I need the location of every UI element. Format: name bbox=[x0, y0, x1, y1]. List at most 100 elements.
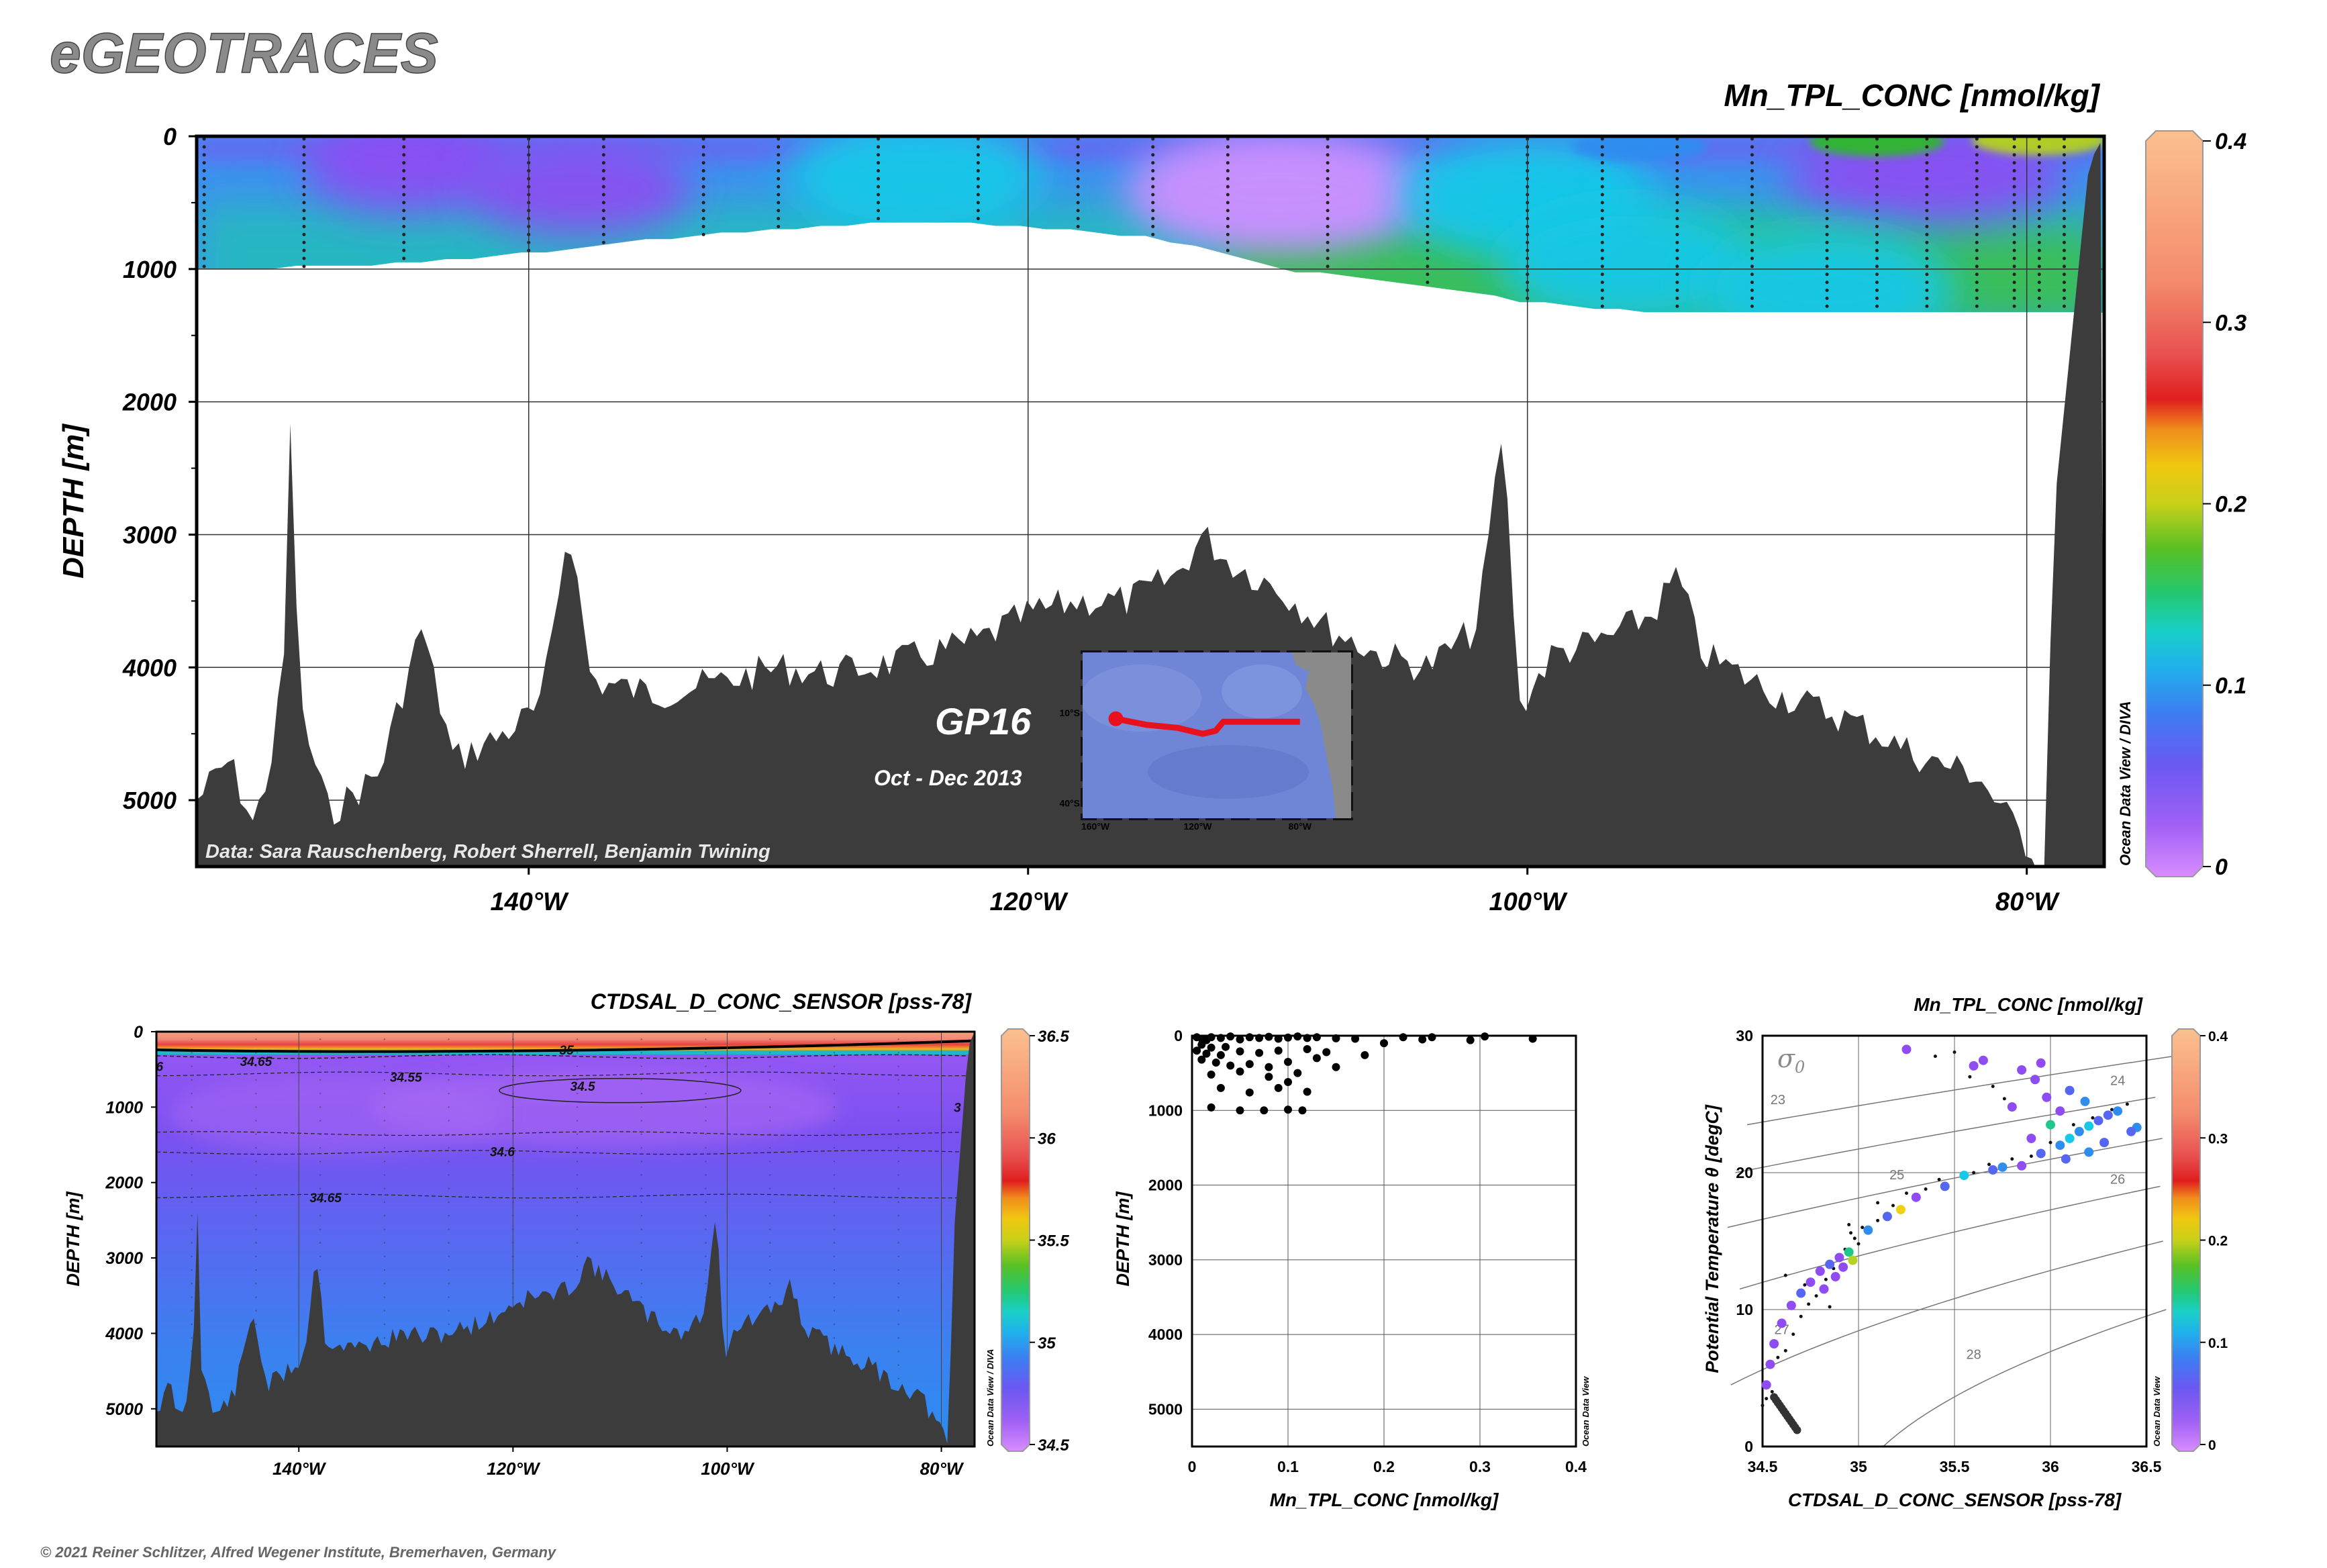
sample-point bbox=[1226, 193, 1230, 197]
salinity-sample bbox=[769, 1187, 771, 1189]
sample-point bbox=[1076, 161, 1080, 165]
salinity-x-tick-label: 80°W bbox=[920, 1459, 964, 1479]
sample-point bbox=[601, 185, 605, 189]
salinity-sample bbox=[640, 1120, 642, 1122]
salinity-sample bbox=[255, 1228, 257, 1230]
sample-point bbox=[2062, 256, 2066, 260]
salinity-section-chart: CTDSAL_D_CONC_SENSOR [pss-78] 34.6534.55… bbox=[63, 989, 1069, 1479]
ts-y-tick-label: 20 bbox=[1736, 1164, 1753, 1181]
ts-colored-point bbox=[2065, 1085, 2075, 1095]
ts-colored-point bbox=[1825, 1259, 1835, 1269]
salinity-sample bbox=[705, 1283, 707, 1285]
salinity-sample bbox=[705, 1133, 707, 1136]
ts-colored-point bbox=[1901, 1044, 1912, 1055]
sample-point bbox=[202, 201, 206, 205]
sample-point bbox=[302, 264, 306, 268]
ts-points bbox=[1761, 1044, 2142, 1434]
ts-x-axis: 34.5 35 35.5 36 36.5 bbox=[1748, 1458, 2162, 1475]
profile-y-tick-label: 3000 bbox=[1148, 1251, 1183, 1269]
salinity-sample bbox=[255, 1161, 257, 1163]
sample-point bbox=[1426, 161, 1430, 165]
sample-point bbox=[701, 185, 705, 189]
sample-point bbox=[1975, 256, 1979, 260]
sample-point bbox=[976, 168, 980, 173]
sample-point bbox=[1750, 193, 1754, 197]
ts-deep-point bbox=[1770, 1393, 1779, 1402]
ts-colored-point bbox=[1805, 1277, 1816, 1287]
contour-label: 35 bbox=[560, 1044, 575, 1058]
sample-point bbox=[1226, 177, 1230, 181]
profile-point bbox=[1265, 1073, 1273, 1081]
sample-point bbox=[1975, 168, 1979, 173]
sample-point bbox=[202, 240, 206, 244]
salinity-sample bbox=[319, 1187, 321, 1189]
sample-point bbox=[202, 264, 206, 268]
profile-point bbox=[1236, 1035, 1244, 1044]
salinity-sample bbox=[705, 1079, 707, 1081]
sample-point bbox=[1975, 248, 1979, 252]
sample-point bbox=[2037, 273, 2041, 277]
profile-scatter-chart: 0 1000 2000 3000 4000 5000 0 0.1 0.2 0.3 0.4 Mn_T… bbox=[1113, 1027, 1591, 1510]
salinity-cbar-tick-label: 35.5 bbox=[1038, 1232, 1069, 1251]
sample-point bbox=[701, 201, 705, 205]
sample-point bbox=[2062, 185, 2066, 189]
sample-point bbox=[1426, 281, 1430, 285]
isopycnal-label: 28 bbox=[1966, 1347, 1981, 1362]
ts-small-point bbox=[2091, 1116, 2095, 1120]
salinity-sample bbox=[705, 1052, 707, 1054]
salinity-sample bbox=[191, 1038, 193, 1040]
salinity-sample bbox=[319, 1092, 321, 1095]
profile-point bbox=[1216, 1050, 1225, 1059]
salinity-sample bbox=[705, 1174, 707, 1176]
sample-point bbox=[1675, 281, 1679, 285]
main-colorbar-ticks: 0 0.1 0.2 0.3 0.4 bbox=[2203, 129, 2246, 880]
sample-point bbox=[1326, 161, 1330, 165]
sample-point bbox=[302, 225, 306, 229]
sample-point bbox=[302, 248, 306, 252]
ts-colored-point bbox=[2017, 1065, 2027, 1075]
sample-point bbox=[1925, 193, 1929, 197]
sample-point bbox=[1326, 145, 1330, 149]
ts-small-point bbox=[1807, 1302, 1811, 1306]
ts-small-point bbox=[1783, 1273, 1787, 1277]
sample-point bbox=[1426, 232, 1430, 236]
profile-point bbox=[1207, 1033, 1216, 1042]
sample-point bbox=[1426, 209, 1430, 213]
sample-point bbox=[2037, 256, 2041, 260]
main-y-tick-label: 2000 bbox=[122, 389, 177, 416]
sample-point bbox=[1825, 161, 1829, 165]
isopycnal-line bbox=[1746, 1055, 2173, 1126]
sample-point bbox=[877, 145, 881, 149]
sample-point bbox=[302, 177, 306, 181]
sample-point bbox=[1750, 168, 1754, 173]
sample-point bbox=[1600, 161, 1604, 165]
contour-label: 6 bbox=[156, 1061, 163, 1075]
ts-small-point bbox=[1776, 1355, 1780, 1359]
sample-point bbox=[976, 153, 980, 157]
sample-point bbox=[1151, 225, 1155, 229]
sample-point bbox=[1076, 225, 1080, 229]
salinity-sample bbox=[448, 1187, 450, 1189]
salinity-x-tick-label: 100°W bbox=[701, 1459, 755, 1479]
salinity-sample bbox=[319, 1228, 321, 1230]
sample-point bbox=[2037, 161, 2041, 165]
sample-point bbox=[1600, 168, 1604, 173]
sample-point bbox=[1875, 193, 1879, 197]
ts-colored-point bbox=[2042, 1092, 2052, 1102]
salinity-x-axis: 140°W 120°W 100°W 80°W bbox=[273, 1447, 964, 1479]
ts-y-axis: 0 10 20 30 bbox=[1736, 1027, 1753, 1455]
sample-point bbox=[1925, 281, 1929, 285]
ts-colored-point bbox=[1777, 1318, 1787, 1328]
salinity-sample bbox=[769, 1255, 771, 1258]
sample-point bbox=[1226, 137, 1230, 141]
sample-point bbox=[1825, 153, 1829, 157]
sample-point bbox=[701, 145, 705, 149]
sample-point bbox=[1925, 168, 1929, 173]
sample-point bbox=[2012, 217, 2016, 221]
sample-point bbox=[1825, 304, 1829, 308]
ts-colored-point bbox=[1815, 1266, 1825, 1276]
salinity-sample bbox=[705, 1120, 707, 1122]
sample-point bbox=[1151, 161, 1155, 165]
salinity-sample bbox=[897, 1242, 899, 1244]
sample-point bbox=[2012, 153, 2016, 157]
